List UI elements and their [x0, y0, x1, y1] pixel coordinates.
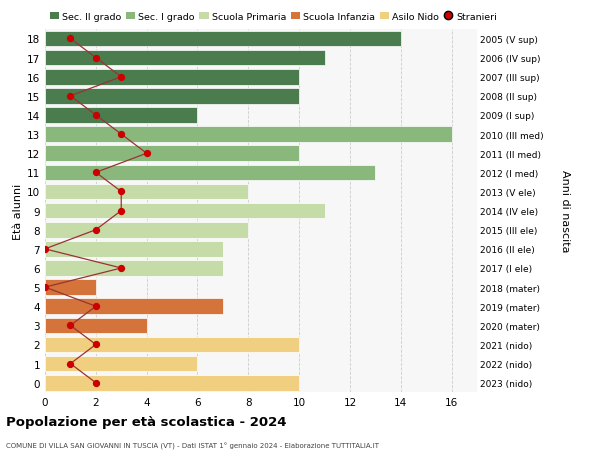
- Text: Popolazione per età scolastica - 2024: Popolazione per età scolastica - 2024: [6, 415, 287, 428]
- Point: [91, 303, 101, 310]
- Point: [116, 207, 126, 215]
- Point: [91, 55, 101, 62]
- Point: [40, 284, 50, 291]
- Bar: [45, 223, 248, 238]
- Point: [116, 131, 126, 139]
- Bar: [45, 337, 299, 353]
- Point: [40, 246, 50, 253]
- Bar: [45, 50, 325, 66]
- Point: [91, 341, 101, 348]
- Y-axis label: Anni di nascita: Anni di nascita: [560, 170, 570, 252]
- Bar: [45, 108, 197, 123]
- Point: [91, 227, 101, 234]
- Point: [116, 188, 126, 196]
- Point: [65, 360, 75, 368]
- Bar: [45, 261, 223, 276]
- Bar: [45, 203, 325, 219]
- Point: [142, 150, 151, 157]
- Bar: [45, 318, 146, 334]
- Bar: [45, 356, 197, 372]
- Bar: [45, 375, 299, 391]
- Point: [91, 112, 101, 119]
- Bar: [45, 184, 248, 200]
- Point: [65, 322, 75, 329]
- Point: [65, 36, 75, 43]
- Bar: [45, 280, 96, 295]
- Point: [91, 169, 101, 177]
- Bar: [45, 165, 376, 181]
- Point: [116, 74, 126, 81]
- Text: COMUNE DI VILLA SAN GIOVANNI IN TUSCIA (VT) - Dati ISTAT 1° gennaio 2024 - Elabo: COMUNE DI VILLA SAN GIOVANNI IN TUSCIA (…: [6, 442, 379, 449]
- Bar: [45, 146, 299, 162]
- Bar: [45, 70, 299, 85]
- Bar: [45, 32, 401, 47]
- Point: [116, 265, 126, 272]
- Legend: Sec. II grado, Sec. I grado, Scuola Primaria, Scuola Infanzia, Asilo Nido, Stran: Sec. II grado, Sec. I grado, Scuola Prim…: [50, 12, 497, 22]
- Bar: [45, 127, 452, 143]
- Point: [91, 379, 101, 386]
- Bar: [45, 89, 299, 105]
- Y-axis label: Età alunni: Età alunni: [13, 183, 23, 239]
- Bar: [45, 299, 223, 314]
- Bar: [45, 241, 223, 257]
- Point: [65, 93, 75, 101]
